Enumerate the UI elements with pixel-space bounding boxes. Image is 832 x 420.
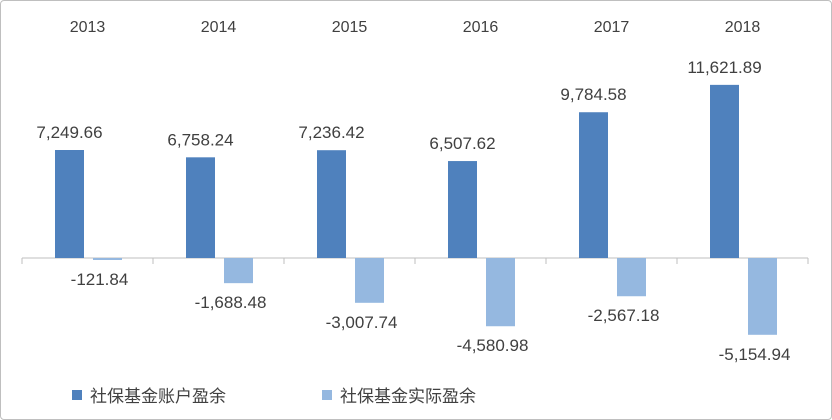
data-label-series-2: -3,007.74	[326, 313, 398, 332]
bar-series-1	[710, 84, 739, 259]
bar-series-2	[617, 258, 646, 297]
data-labels: 7,249.66 -121.84 6,758.24 -1,688.48 7,236.42…	[36, 58, 790, 364]
bar-series-1	[448, 161, 477, 258]
category-label: 2016	[463, 19, 499, 36]
category-label: 2018	[725, 19, 761, 36]
data-label-series-1: 11,621.89	[687, 58, 761, 77]
category-label: 2014	[201, 19, 237, 36]
data-label-series-1: 7,249.66	[36, 123, 102, 142]
bar-series-1	[55, 150, 84, 258]
legend: 社保基金账户盈余 社保基金实际盈余	[72, 387, 476, 406]
category-label: 2015	[332, 19, 368, 36]
bar-series-1	[579, 112, 608, 258]
bar-series-1	[186, 157, 215, 258]
data-label-series-1: 9,784.58	[560, 85, 626, 104]
data-label-series-2: -4,580.98	[457, 336, 529, 355]
legend-label-series-1: 社保基金账户盈余	[90, 387, 226, 406]
data-label-series-2: -2,567.18	[588, 306, 660, 325]
bar-series-1	[317, 150, 346, 258]
bar-series-2	[224, 258, 253, 284]
category-label: 2017	[594, 19, 630, 36]
bar-series-2	[486, 258, 515, 327]
data-label-series-1: 6,507.62	[429, 134, 495, 153]
legend-label-series-2: 社保基金实际盈余	[340, 387, 476, 406]
bar-series-2	[93, 258, 122, 260]
data-label-series-2: -5,154.94	[719, 345, 791, 364]
axis-ticks	[21, 258, 809, 264]
legend-swatch-series-2	[322, 390, 332, 400]
bar-series-2	[355, 258, 384, 303]
bars	[55, 84, 777, 335]
data-label-series-1: 7,236.42	[298, 123, 364, 142]
category-labels: 2013 2014 2015 2016 2017 2018	[70, 19, 761, 36]
legend-swatch-series-1	[72, 390, 82, 400]
data-label-series-2: -121.84	[71, 270, 129, 289]
data-label-series-1: 6,758.24	[167, 130, 233, 149]
category-label: 2013	[70, 19, 106, 36]
data-label-series-2: -1,688.48	[195, 293, 267, 312]
bar-series-2	[748, 258, 777, 335]
